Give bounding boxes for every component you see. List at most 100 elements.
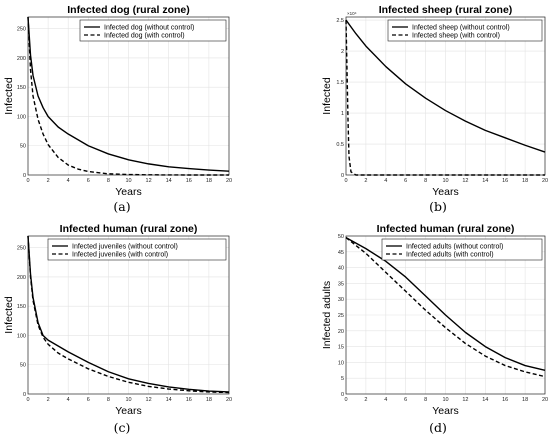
legend-label: Infected sheep (without control) [412, 24, 510, 31]
x-tick-label: 2 [364, 397, 367, 403]
chart-panel-d: Infected human (rural zone) 0 2 4 6 8 10 12 14 16… [321, 223, 548, 435]
chart-panel-c: Infected human (rural zone) 0 2 4 6 8 10 12 14 16… [3, 223, 232, 435]
series-line-without-control [345, 236, 546, 371]
x-tick-label: 2 [364, 178, 367, 184]
x-axis-label: Years [432, 405, 458, 417]
y-tick-label: 30 [338, 297, 344, 303]
y-tick-label: 40 [338, 266, 344, 272]
legend-label: Infected juveniles (with control) [72, 251, 168, 258]
x-tick-label: 12 [146, 178, 152, 184]
legend-label: Infected juveniles (without control) [72, 243, 178, 250]
y-tick-label: 0.5 [336, 142, 344, 148]
x-tick-label: 8 [424, 397, 427, 403]
plot-frame [27, 235, 230, 395]
chart-title: Infected dog (rural zone) [67, 4, 190, 16]
x-tick-label: 4 [67, 178, 70, 184]
y-tick-label: 10 [338, 360, 344, 366]
y-tick-label: 0 [23, 173, 26, 179]
y-tick-label: 0 [341, 392, 344, 398]
x-tick-label: 0 [26, 397, 29, 403]
x-tick-label: 20 [226, 397, 232, 403]
x-tick-label: 6 [87, 397, 90, 403]
y-tick-label: 100 [17, 114, 26, 120]
x-tick-label: 0 [344, 178, 347, 184]
legend-box [79, 19, 227, 42]
y-tick-label: 45 [338, 250, 344, 256]
plot-frame [345, 235, 546, 395]
x-tick-label: 20 [542, 178, 548, 184]
series-line-without-control [345, 19, 546, 153]
x-tick-label: 4 [384, 178, 387, 184]
x-axis-label: Years [432, 186, 458, 198]
y-tick-label: 25 [338, 313, 344, 319]
x-tick-label: 8 [107, 178, 110, 184]
series-line-with-control [345, 20, 545, 176]
x-tick-label: 10 [125, 178, 131, 184]
legend-box [387, 19, 543, 42]
x-tick-label: 16 [186, 178, 192, 184]
y-tick-label: 2.5 [336, 18, 344, 24]
x-tick-label: 6 [87, 178, 90, 184]
x-tick-label: 14 [166, 178, 172, 184]
x-tick-label: 18 [206, 397, 212, 403]
y-axis-label: Infected [3, 77, 15, 115]
x-tick-label: 18 [206, 178, 212, 184]
x-tick-label: 20 [226, 178, 232, 184]
x-tick-label: 10 [125, 397, 131, 403]
chart-panel-b: Infected sheep (rural zone)0 2 4 6 8 10 12 14 16… [321, 4, 548, 214]
chart-title: Infected sheep (rural zone) [379, 4, 513, 16]
y-tick-label: 15 [338, 345, 344, 351]
x-tick-label: 8 [424, 178, 427, 184]
y-tick-label: 2 [341, 49, 344, 55]
x-tick-label: 0 [26, 178, 29, 184]
x-tick-label: 16 [186, 397, 192, 403]
legend-label: Infected adults (with control) [406, 251, 494, 258]
y-tick-label: 250 [17, 246, 26, 252]
y-tick-label: 20 [338, 329, 344, 335]
x-axis-label: Years [115, 186, 141, 198]
plot-frame [27, 16, 230, 176]
legend: Infected dog (without control)Infected d… [79, 19, 227, 42]
legend-label: Infected adults (without control) [406, 243, 503, 250]
y-tick-label: 1 [341, 111, 344, 117]
x-tick-label: 0 [344, 397, 347, 403]
x-tick-label: 18 [522, 178, 528, 184]
legend: Infected juveniles (without control)Infe… [47, 238, 227, 261]
x-tick-label: 20 [542, 397, 548, 403]
y-tick-label: 1.5 [336, 80, 344, 86]
y-tick-label: 35 [338, 281, 344, 287]
legend-label: Infected sheep (with control) [412, 32, 500, 39]
x-tick-label: 6 [404, 397, 407, 403]
x-tick-label: 14 [482, 397, 488, 403]
x-tick-label: 12 [146, 397, 152, 403]
y-tick-label: 200 [17, 275, 26, 281]
x-tick-label: 12 [462, 178, 468, 184]
x-tick-label: 10 [442, 397, 448, 403]
y-axis-label: Infected [3, 296, 15, 334]
chart-panel-a: Infected dog (rural zone) 0 2 4 6 8 10 12 14 16 18… [3, 4, 232, 214]
subfigure-caption: (d) [429, 420, 447, 435]
x-tick-label: 4 [384, 397, 387, 403]
x-tick-label: 18 [522, 397, 528, 403]
chart-title: Infected human (rural zone) [377, 223, 515, 235]
subfigure-caption: (a) [113, 199, 130, 214]
y-tick-label: 150 [17, 85, 26, 91]
legend-box [47, 238, 227, 261]
legend: Infected sheep (without control)Infected… [387, 19, 543, 42]
x-tick-label: 12 [462, 397, 468, 403]
y-tick-label: 250 [17, 27, 26, 33]
x-tick-label: 10 [442, 178, 448, 184]
subfigure-caption: (c) [114, 420, 131, 435]
x-tick-label: 14 [166, 397, 172, 403]
y-axis-label: Infected adults [321, 281, 333, 349]
series-line-with-control [27, 16, 229, 176]
y-tick-label: 150 [17, 304, 26, 310]
y-tick-label: 50 [20, 363, 26, 369]
x-tick-label: 6 [404, 178, 407, 184]
legend-label: Infected dog (without control) [104, 24, 194, 31]
x-tick-label: 14 [482, 178, 488, 184]
y-tick-label: 5 [341, 376, 344, 382]
x-tick-label: 16 [502, 178, 508, 184]
x-axis-label: Years [115, 405, 141, 417]
